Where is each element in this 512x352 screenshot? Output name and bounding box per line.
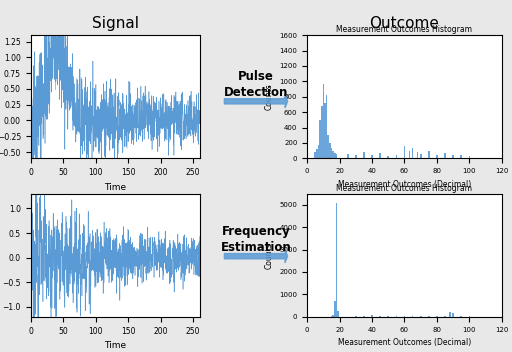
Bar	[449, 312, 451, 317]
Bar	[334, 153, 335, 158]
Bar	[436, 155, 438, 158]
Bar	[452, 313, 454, 317]
Title: Measurement Outcomes Histogram: Measurement Outcomes Histogram	[336, 25, 473, 34]
Bar	[337, 311, 339, 317]
Bar	[314, 152, 316, 158]
Bar	[468, 156, 470, 158]
Bar	[436, 316, 438, 317]
Y-axis label: Counts: Counts	[265, 242, 274, 269]
Y-axis label: Counts: Counts	[265, 83, 274, 110]
Bar	[363, 152, 365, 158]
Bar	[403, 316, 406, 317]
Bar	[468, 316, 470, 317]
Bar	[355, 155, 357, 158]
Bar	[331, 149, 332, 158]
Bar	[379, 153, 381, 158]
Bar	[331, 316, 332, 317]
Bar	[428, 316, 430, 317]
Text: Pulse
Detection: Pulse Detection	[224, 70, 288, 99]
Bar	[379, 316, 381, 317]
Bar	[388, 316, 389, 317]
Bar	[332, 315, 334, 317]
Bar	[316, 149, 318, 158]
Bar	[323, 84, 324, 158]
Bar	[417, 152, 418, 158]
Bar	[460, 316, 462, 317]
Bar	[420, 154, 421, 158]
Bar	[396, 316, 397, 317]
Bar	[324, 103, 326, 158]
Bar	[444, 316, 446, 317]
Bar	[326, 95, 328, 158]
Bar	[328, 135, 329, 158]
Bar	[396, 155, 397, 158]
Bar	[412, 149, 413, 158]
Bar	[412, 316, 413, 317]
Bar	[335, 202, 337, 317]
Bar	[428, 151, 430, 158]
Bar	[329, 143, 331, 158]
X-axis label: Measurement Outcomes (Decimal): Measurement Outcomes (Decimal)	[338, 338, 471, 347]
Bar	[371, 155, 373, 158]
Bar	[371, 315, 373, 317]
X-axis label: Measurement Outcomes (Decimal): Measurement Outcomes (Decimal)	[338, 180, 471, 189]
Bar	[409, 151, 410, 158]
Bar	[420, 316, 421, 317]
Bar	[347, 154, 349, 158]
Bar	[319, 120, 321, 158]
Bar	[403, 146, 406, 158]
Title: Measurement Outcomes Histogram: Measurement Outcomes Histogram	[336, 184, 473, 193]
Text: Frequency
Estimation: Frequency Estimation	[221, 225, 291, 254]
Bar	[460, 155, 462, 158]
X-axis label: Time: Time	[104, 341, 126, 350]
X-axis label: Time: Time	[104, 183, 126, 192]
Bar	[355, 316, 357, 317]
Text: Signal: Signal	[92, 16, 139, 31]
Bar	[363, 316, 365, 317]
Bar	[444, 153, 446, 158]
Bar	[452, 155, 454, 158]
Bar	[388, 156, 389, 158]
Bar	[318, 145, 319, 158]
Bar	[334, 301, 335, 317]
Text: Outcome: Outcome	[370, 16, 439, 31]
Bar	[321, 106, 323, 158]
Bar	[335, 154, 337, 158]
Bar	[332, 151, 334, 158]
